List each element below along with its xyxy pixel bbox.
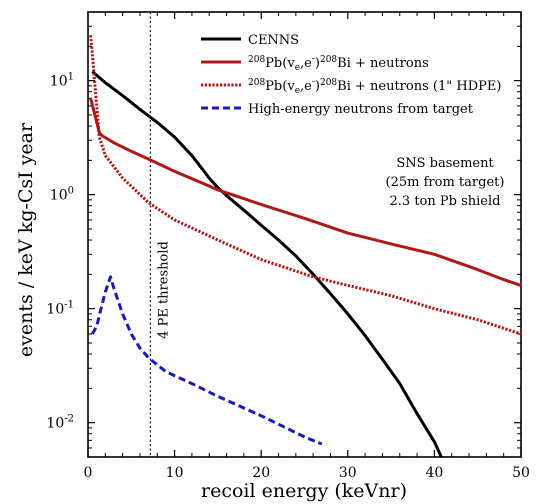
axis-ticks <box>87 12 522 457</box>
legend-label-3: High-energy neutrons from target <box>248 102 474 117</box>
annotation-line-2: 2.3 ton Pb shield <box>390 194 501 209</box>
series-line-3 <box>90 275 323 446</box>
x-tick-label: 40 <box>425 465 443 481</box>
y-tick-label: 101 <box>50 72 74 90</box>
series-lines <box>89 35 522 458</box>
plot-frame <box>87 11 522 458</box>
legend-label-1: 208Pb(ve,e-)208Bi + neutrons <box>248 54 429 73</box>
x-tick-label: 30 <box>339 465 357 481</box>
annotation-line-1: (25m from target) <box>386 175 505 190</box>
series-line-0 <box>91 70 443 458</box>
plot-area <box>87 11 522 458</box>
threshold-label: 4 PE threshold <box>156 241 171 339</box>
tick-labels: 0 10 20 30 40 50 10-2 10-1 100 101 <box>46 72 529 481</box>
threshold-marker: 4 PE threshold <box>149 12 171 457</box>
legend-label-2: 208Pb(ve,e-)208Bi + neutrons (1" HDPE) <box>248 77 501 96</box>
series-line-2 <box>89 35 522 336</box>
legend: CENNS 208Pb(ve,e-)208Bi + neutrons 208Pb(v… <box>201 33 501 117</box>
annotation: SNS basement (25m from target) 2.3 ton Pb … <box>386 156 505 209</box>
y-tick-label: 10-1 <box>46 300 74 318</box>
series-line-1 <box>89 97 522 287</box>
legend-label-0: CENNS <box>248 33 299 48</box>
x-tick-label: 50 <box>512 465 530 481</box>
y-axis-title: events / keV kg-CsI year <box>15 122 37 357</box>
y-tick-label: 10-2 <box>46 414 74 432</box>
y-tick-label: 100 <box>50 186 74 204</box>
annotation-line-0: SNS basement <box>396 156 494 171</box>
x-tick-label: 10 <box>166 465 184 481</box>
x-tick-label: 20 <box>252 465 270 481</box>
x-tick-label: 0 <box>84 465 93 481</box>
x-axis-title: recoil energy (keVnr) <box>201 480 407 502</box>
